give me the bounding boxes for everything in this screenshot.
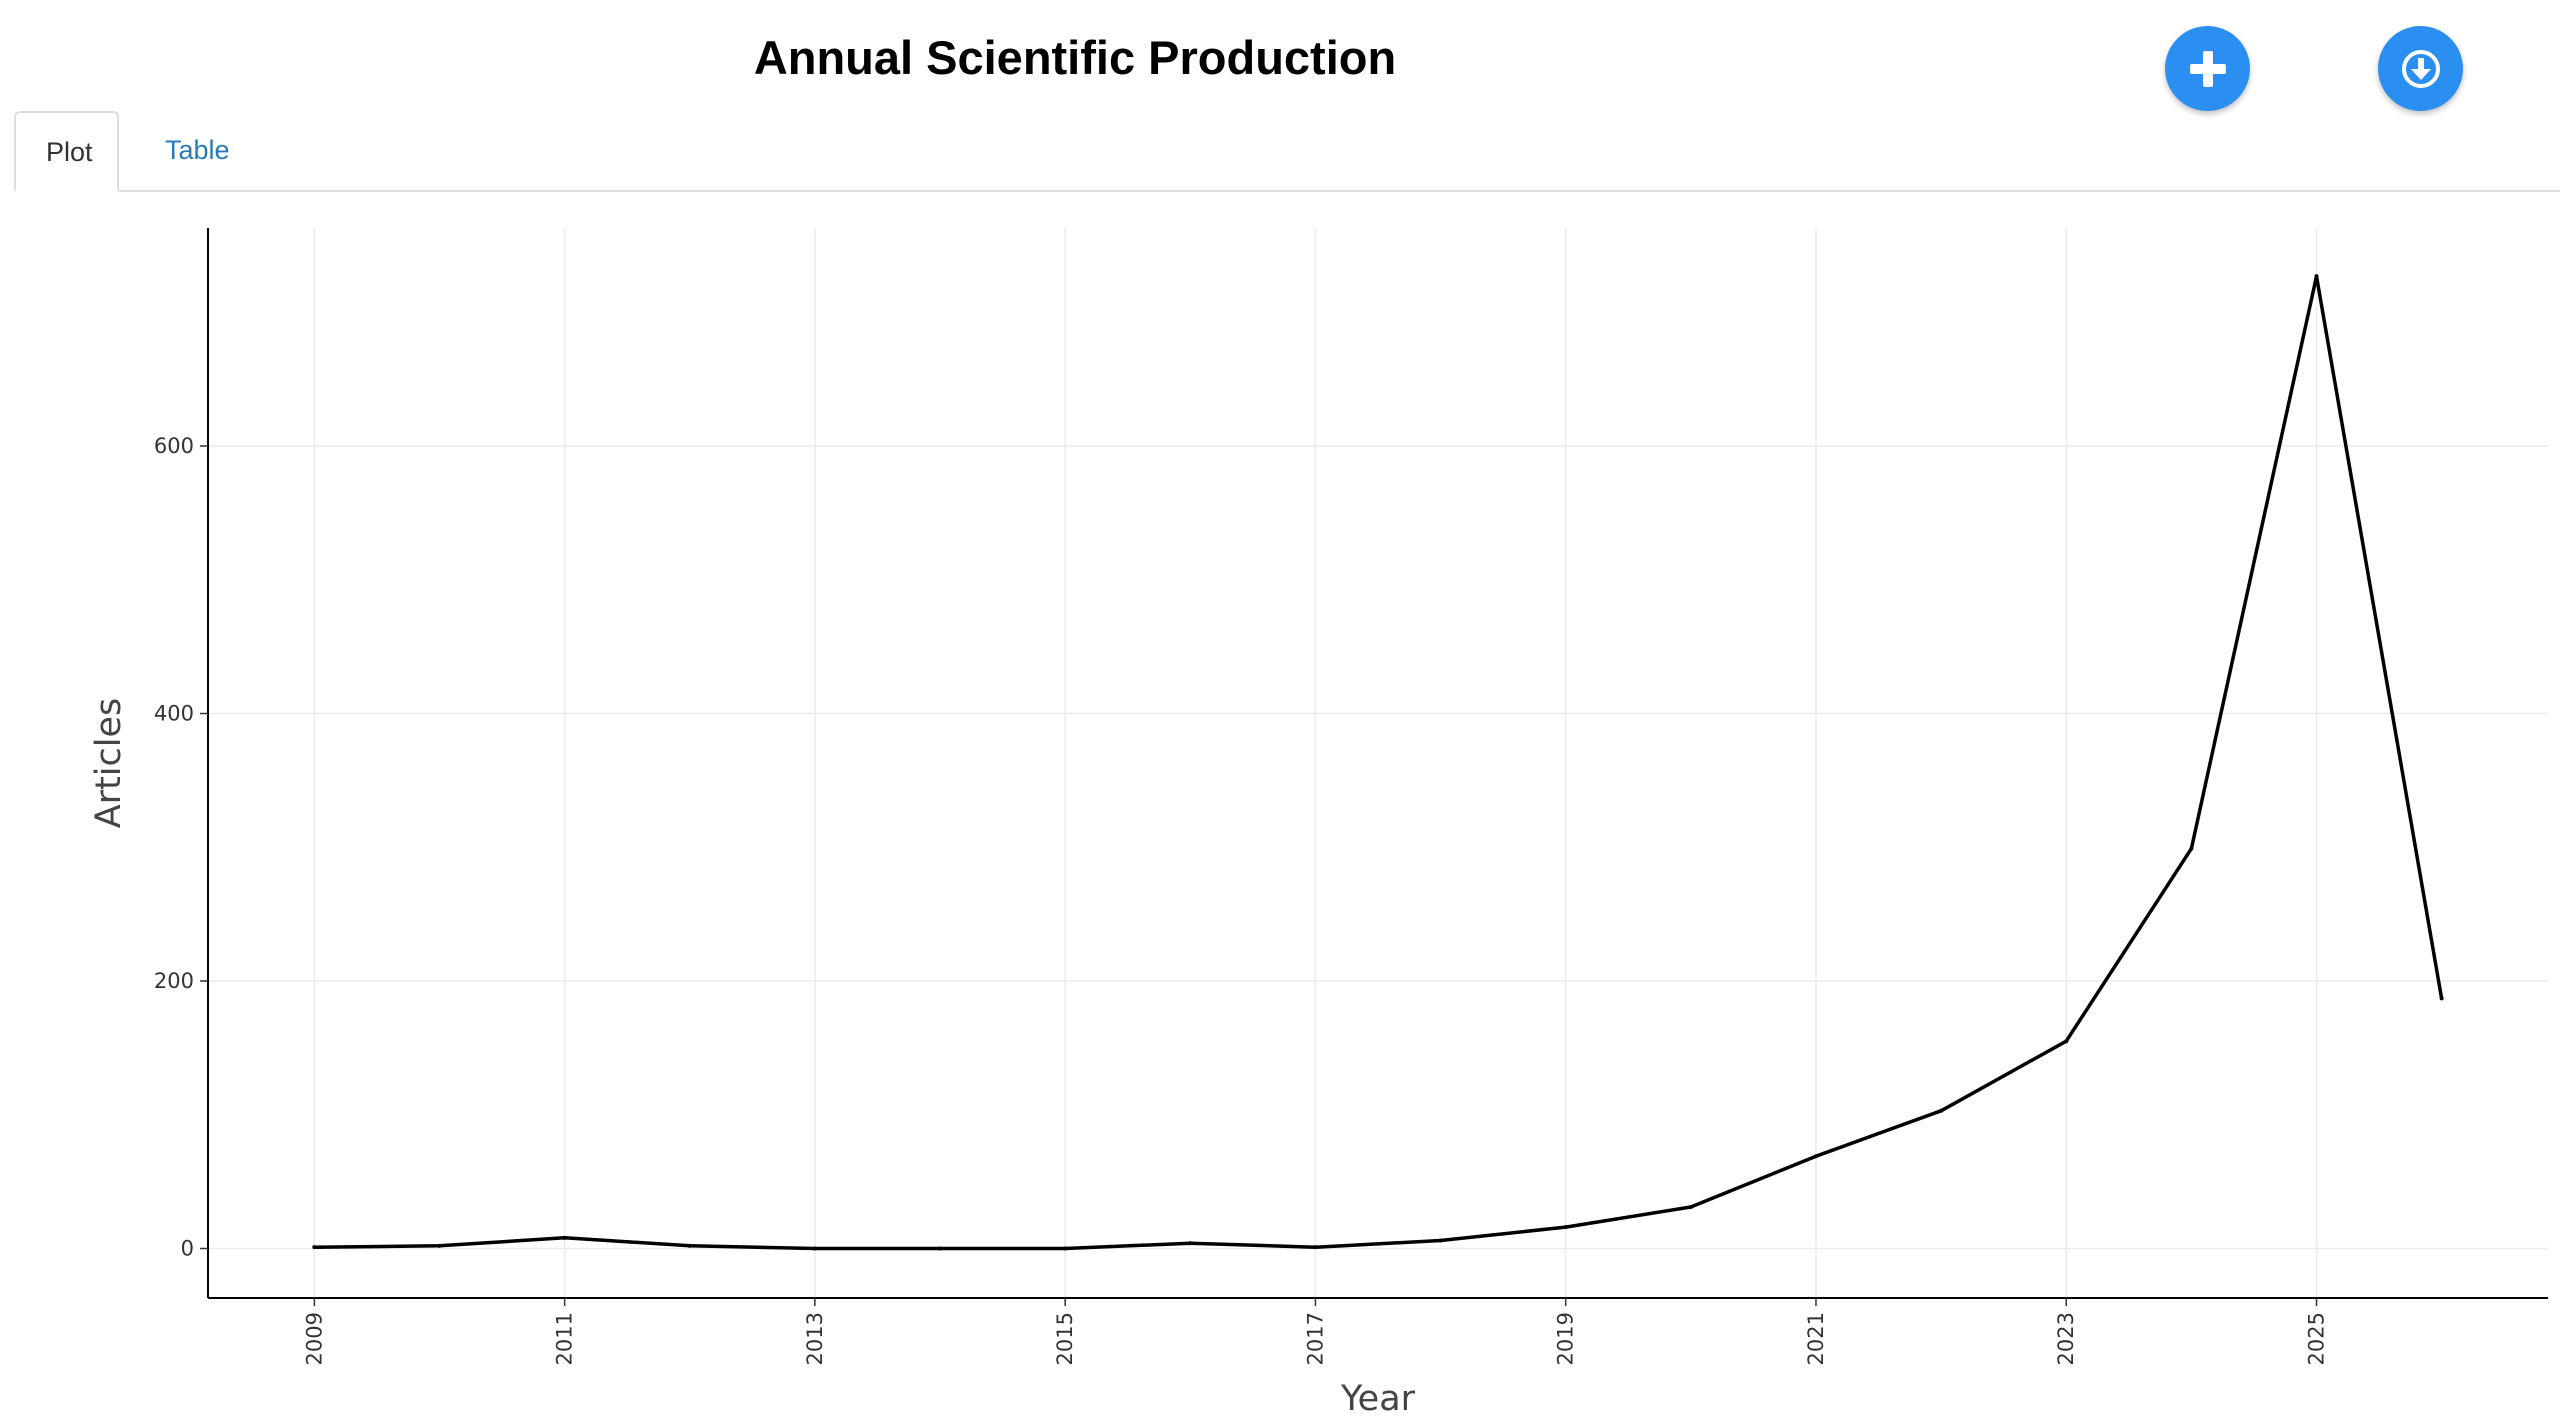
y-tick-label: 600 — [154, 434, 194, 458]
data-point — [2064, 1039, 2069, 1044]
data-point — [437, 1243, 442, 1248]
grid — [208, 228, 2548, 1298]
data-point — [938, 1246, 943, 1251]
data-point — [1313, 1245, 1318, 1250]
data-point — [562, 1235, 567, 1240]
data-point — [1688, 1205, 1693, 1210]
x-tick-label: 2017 — [1303, 1312, 1327, 1365]
x-tick-label: 2025 — [2305, 1312, 2329, 1365]
data-point — [2314, 274, 2319, 279]
data-point — [2189, 846, 2194, 851]
x-axis-ticks: 2009 2011 2013 2015 2017 2019 2021 2023 2025 — [302, 1298, 2329, 1365]
data-point — [1188, 1241, 1193, 1246]
x-tick-label: 2023 — [2054, 1312, 2078, 1365]
download-button[interactable] — [2378, 26, 2463, 111]
data-point — [1939, 1108, 1944, 1113]
x-tick-label: 2021 — [1804, 1312, 1828, 1365]
data-point — [2439, 996, 2444, 1001]
x-axis-title: Year — [1340, 1379, 1416, 1419]
data-point — [1438, 1238, 1443, 1243]
series-layer — [312, 274, 2444, 1251]
y-tick-label: 400 — [154, 702, 194, 726]
data-point — [1813, 1154, 1818, 1159]
y-tick-label: 200 — [154, 969, 194, 993]
download-circle-icon — [2401, 49, 2440, 88]
series-line — [314, 274, 2444, 1251]
plus-icon — [2189, 50, 2226, 87]
tab-table[interactable]: Table — [165, 135, 230, 165]
tab-bar: Plot Table — [14, 111, 2560, 192]
data-point — [812, 1246, 817, 1251]
y-tick-label: 0 — [181, 1237, 194, 1261]
data-point — [1563, 1225, 1568, 1230]
data-point — [312, 1245, 317, 1250]
x-tick-label: 2015 — [1053, 1312, 1077, 1365]
x-tick-label: 2019 — [1554, 1312, 1578, 1365]
x-tick-label: 2011 — [553, 1312, 577, 1365]
tab-plot[interactable]: Plot — [14, 111, 119, 192]
y-axis-ticks: 0 200 400 600 — [154, 434, 208, 1261]
x-tick-label: 2013 — [803, 1312, 827, 1365]
add-button[interactable] — [2165, 26, 2250, 111]
data-point — [1063, 1246, 1068, 1251]
page-title: Annual Scientific Production — [753, 31, 1397, 84]
data-point — [687, 1243, 692, 1248]
x-tick-label: 2009 — [302, 1312, 326, 1365]
y-axis-title: Articles — [89, 698, 129, 829]
